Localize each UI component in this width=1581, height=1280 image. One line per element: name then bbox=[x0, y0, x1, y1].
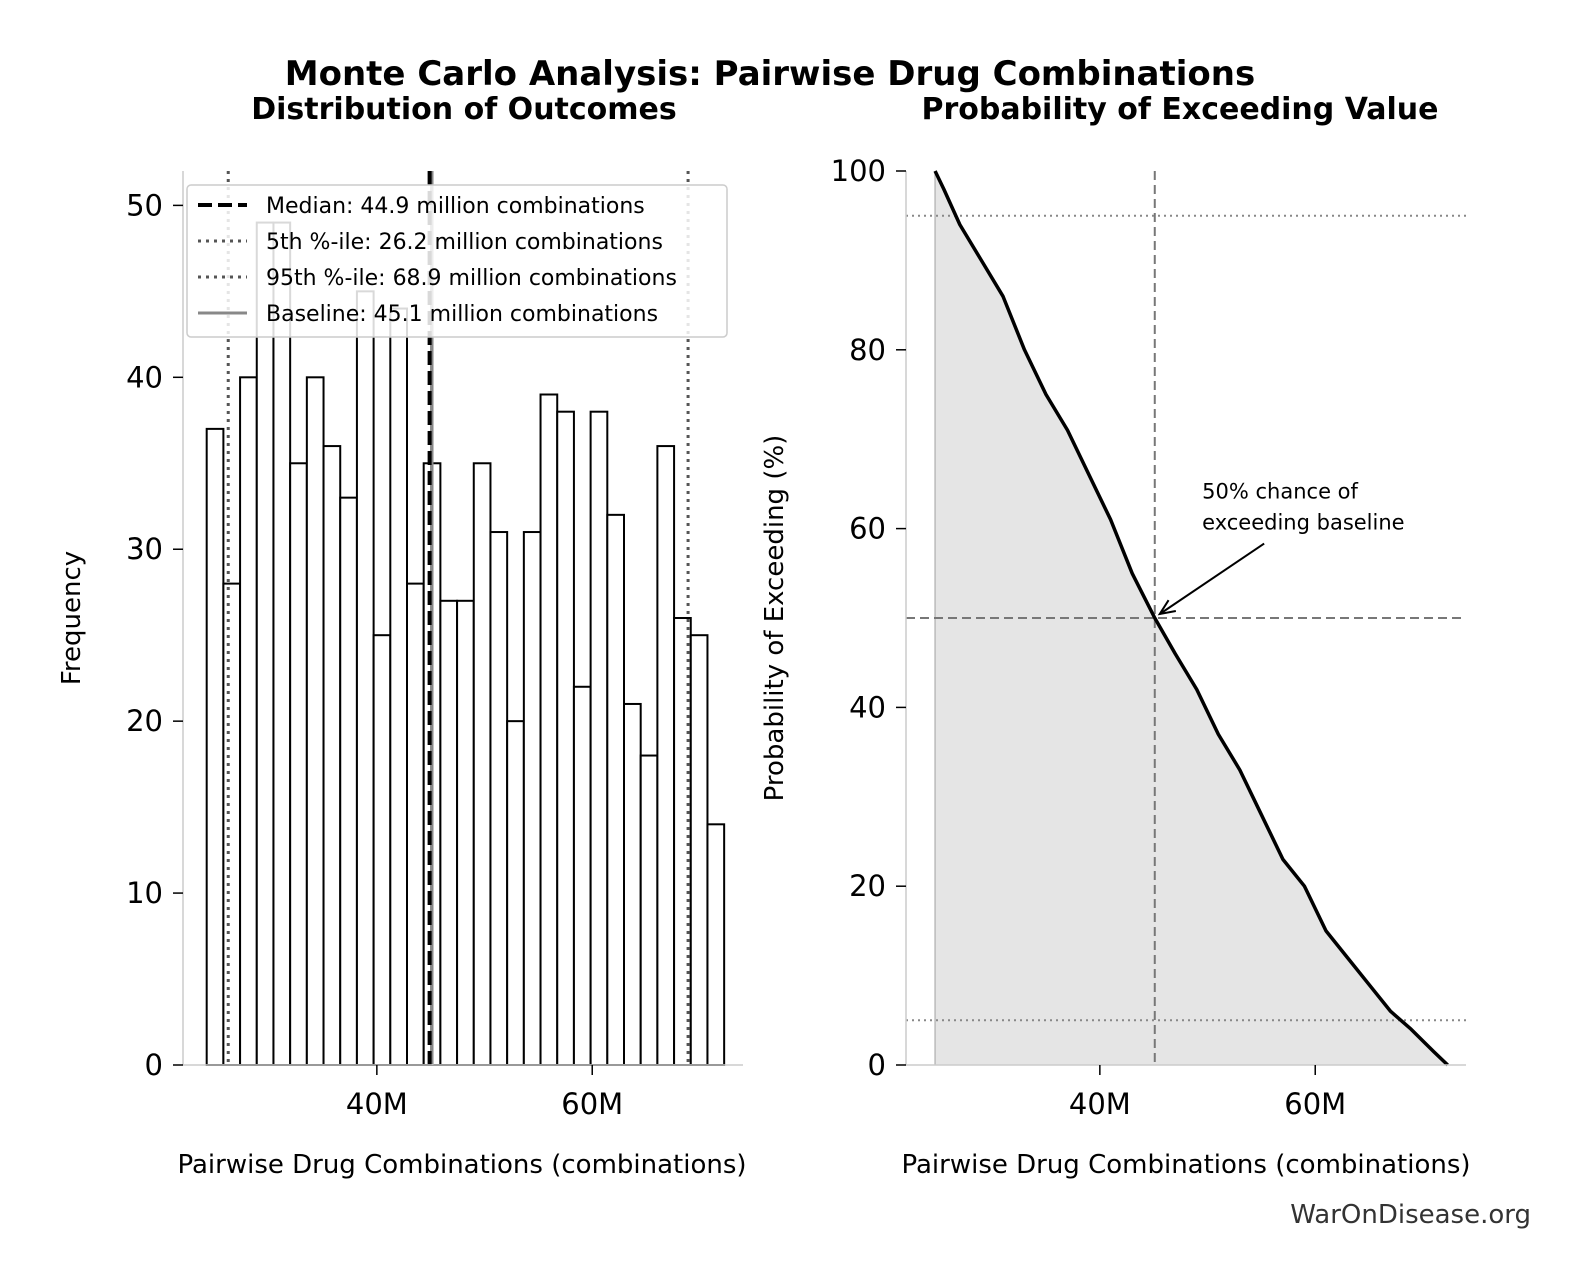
histogram-bar bbox=[222, 582, 242, 1066]
x-tick-label: 60M bbox=[1284, 1087, 1346, 1121]
y-tick-label: 40 bbox=[849, 690, 886, 724]
y-tick-label: 0 bbox=[868, 1048, 886, 1082]
y-tick-label: 100 bbox=[831, 154, 886, 188]
histogram-bar bbox=[255, 221, 275, 1067]
histogram-bar bbox=[472, 462, 492, 1066]
exceedance-y-ticks: 0 20 40 60 80 100 bbox=[831, 154, 906, 1082]
exceedance-plot bbox=[906, 170, 1466, 1067]
y-tick-label: 10 bbox=[126, 876, 163, 910]
annotation-arrow-head bbox=[1157, 599, 1177, 616]
exceedance-title: Probability of Exceeding Value bbox=[921, 92, 1438, 127]
exceedance-y-label: Probability of Exceeding (%) bbox=[760, 435, 790, 802]
legend-label: 95th %-ile: 68.9 million combinations bbox=[266, 266, 677, 291]
histogram-bar bbox=[205, 427, 225, 1066]
histogram-bar bbox=[289, 462, 308, 1066]
y-tick-label: 30 bbox=[126, 532, 163, 566]
histogram-bar bbox=[506, 720, 525, 1067]
annotation-text: exceeding baseline bbox=[1202, 511, 1404, 535]
watermark: WarOnDisease.org bbox=[1290, 1200, 1531, 1230]
histogram-bar bbox=[456, 599, 475, 1066]
histogram-bar bbox=[639, 754, 659, 1066]
histogram-bar bbox=[439, 599, 459, 1066]
y-tick-label: 50 bbox=[126, 188, 163, 222]
histogram-bar bbox=[522, 531, 542, 1066]
histogram-bar bbox=[372, 634, 392, 1066]
legend-label: Baseline: 45.1 million combinations bbox=[266, 302, 658, 327]
y-tick-label: 40 bbox=[126, 360, 163, 394]
histogram-bar bbox=[272, 221, 292, 1067]
x-tick-label: 40M bbox=[1069, 1087, 1131, 1121]
figure-title: Monte Carlo Analysis: Pairwise Drug Comb… bbox=[285, 54, 1255, 94]
histogram-bar bbox=[589, 410, 609, 1066]
histogram-bar bbox=[556, 410, 575, 1066]
histogram-x-label: Pairwise Drug Combinations (combinations… bbox=[177, 1150, 746, 1180]
exceedance-panel: Probability of Exceeding Value 0 20 40 60 80… bbox=[760, 92, 1471, 1180]
x-tick-label: 40M bbox=[346, 1087, 408, 1121]
y-tick-label: 80 bbox=[849, 333, 886, 367]
histogram-x-ticks: 40M 60M bbox=[346, 1065, 623, 1121]
histogram-legend: Median: 44.9 million combinations 5th %-i… bbox=[186, 184, 728, 338]
legend-label: 5th %-ile: 26.2 million combinations bbox=[266, 230, 663, 255]
histogram-bar bbox=[606, 513, 625, 1066]
legend-frame bbox=[186, 184, 728, 338]
histogram-bar bbox=[239, 376, 258, 1066]
y-tick-label: 20 bbox=[126, 704, 163, 738]
histogram-bars bbox=[205, 221, 726, 1067]
histogram-bar bbox=[572, 685, 592, 1066]
histogram-bar bbox=[305, 376, 325, 1066]
histogram-panel: Distribution of Outcomes 0 10 20 30 40 50 40M… bbox=[57, 92, 747, 1180]
histogram-bar bbox=[339, 496, 358, 1066]
histogram-bar bbox=[656, 445, 676, 1067]
x-tick-label: 60M bbox=[561, 1087, 623, 1121]
y-tick-label: 0 bbox=[145, 1048, 163, 1082]
histogram-y-ticks: 0 10 20 30 40 50 bbox=[126, 188, 183, 1082]
histogram-y-label: Frequency bbox=[57, 551, 87, 685]
histogram-title: Distribution of Outcomes bbox=[251, 92, 677, 127]
histogram-bar bbox=[539, 393, 559, 1066]
annotation-text: 50% chance of bbox=[1202, 480, 1358, 504]
histogram-bar bbox=[322, 445, 342, 1067]
exceedance-annotation: 50% chance of exceeding baseline bbox=[1157, 480, 1405, 616]
exceedance-area bbox=[935, 171, 1448, 1065]
legend-label: Median: 44.9 million combinations bbox=[266, 194, 645, 219]
histogram-bar bbox=[489, 531, 509, 1066]
histogram-bar bbox=[406, 582, 425, 1066]
y-tick-label: 20 bbox=[849, 869, 886, 903]
annotation-arrow-line bbox=[1159, 542, 1265, 615]
exceedance-x-ticks: 40M 60M bbox=[1069, 1065, 1346, 1121]
histogram-bar bbox=[689, 634, 709, 1066]
exceedance-x-label: Pairwise Drug Combinations (combinations… bbox=[901, 1150, 1470, 1180]
histogram-bar bbox=[706, 823, 726, 1066]
histogram-bar bbox=[623, 702, 642, 1066]
y-tick-label: 60 bbox=[849, 512, 886, 546]
histogram-bar bbox=[355, 290, 375, 1067]
histogram-bar bbox=[389, 307, 408, 1066]
exceedance-curve bbox=[933, 170, 1449, 1067]
